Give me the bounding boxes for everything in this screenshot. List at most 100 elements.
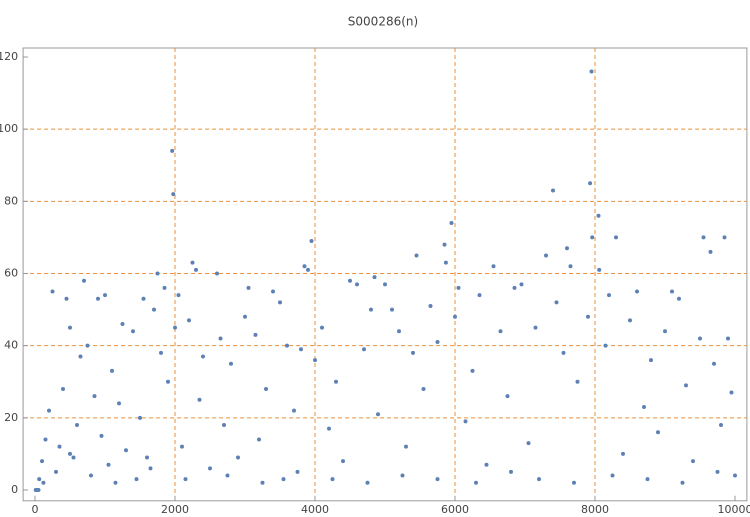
point xyxy=(110,368,114,373)
point xyxy=(57,444,62,449)
point xyxy=(138,415,142,420)
point xyxy=(106,462,111,467)
point xyxy=(621,451,625,456)
point xyxy=(37,477,42,482)
x-tick-label: 6000 xyxy=(441,503,469,516)
point xyxy=(597,267,602,272)
point xyxy=(586,314,590,319)
point xyxy=(719,423,723,428)
point xyxy=(369,307,373,312)
point xyxy=(544,253,548,258)
point xyxy=(89,473,93,478)
point xyxy=(715,469,720,474)
point xyxy=(243,314,247,319)
point xyxy=(663,329,667,334)
point xyxy=(306,267,310,272)
point xyxy=(554,300,559,305)
point xyxy=(670,289,674,294)
point xyxy=(372,275,377,280)
point xyxy=(180,444,184,449)
point xyxy=(159,350,163,355)
point xyxy=(588,181,593,186)
point xyxy=(526,441,531,446)
point xyxy=(54,469,58,474)
point xyxy=(229,361,233,366)
point xyxy=(43,437,48,442)
plot-frame xyxy=(22,47,748,502)
point xyxy=(194,267,198,272)
point xyxy=(645,477,650,482)
point xyxy=(41,480,46,485)
point xyxy=(708,249,713,254)
point xyxy=(145,455,149,460)
point xyxy=(82,278,86,283)
point xyxy=(383,282,387,287)
point xyxy=(162,285,167,290)
x-tick-label: 10000 xyxy=(718,503,750,516)
point xyxy=(449,220,454,225)
point xyxy=(103,293,107,298)
point xyxy=(411,350,415,355)
chart-title: S000286(n) xyxy=(348,15,418,29)
point xyxy=(113,480,118,485)
point xyxy=(463,419,468,424)
point xyxy=(498,329,503,334)
point xyxy=(120,322,125,327)
point xyxy=(117,401,121,406)
point xyxy=(428,303,433,308)
point xyxy=(299,347,303,352)
point xyxy=(442,242,447,247)
y-tick-label: 40 xyxy=(4,339,18,352)
point xyxy=(628,318,632,323)
point xyxy=(96,296,100,301)
x-tick-label: 8000 xyxy=(581,503,609,516)
point xyxy=(572,480,576,485)
point xyxy=(171,192,176,197)
point xyxy=(131,329,135,334)
point xyxy=(533,325,538,330)
point xyxy=(78,354,83,359)
point xyxy=(551,188,555,193)
point xyxy=(712,361,716,366)
point xyxy=(141,296,146,301)
point xyxy=(292,408,296,413)
point xyxy=(47,408,51,413)
point xyxy=(575,379,580,384)
point xyxy=(215,271,219,276)
point xyxy=(733,473,737,478)
point xyxy=(155,271,160,276)
point xyxy=(590,235,595,240)
point xyxy=(568,264,573,269)
point xyxy=(561,350,566,355)
point xyxy=(295,469,300,474)
point xyxy=(397,329,401,334)
point xyxy=(355,282,359,287)
point xyxy=(176,293,181,298)
y-tick-label: 80 xyxy=(4,194,18,207)
point xyxy=(435,477,440,482)
y-tick-label: 0 xyxy=(11,483,18,496)
point xyxy=(330,477,335,482)
y-tick-label: 100 xyxy=(0,122,18,135)
point xyxy=(64,296,69,301)
point xyxy=(701,235,706,240)
point xyxy=(400,473,405,478)
point xyxy=(649,358,653,363)
x-tick-label: 4000 xyxy=(301,503,329,516)
point xyxy=(453,314,457,319)
point xyxy=(596,213,601,218)
point xyxy=(197,397,202,402)
point xyxy=(183,477,188,482)
point xyxy=(362,347,366,352)
point xyxy=(225,473,230,478)
point xyxy=(642,404,646,409)
point xyxy=(40,459,44,464)
point xyxy=(99,433,104,438)
point xyxy=(589,69,594,74)
point xyxy=(404,444,408,449)
point xyxy=(509,469,513,474)
point xyxy=(71,455,76,460)
point xyxy=(281,477,286,482)
point xyxy=(341,459,345,464)
